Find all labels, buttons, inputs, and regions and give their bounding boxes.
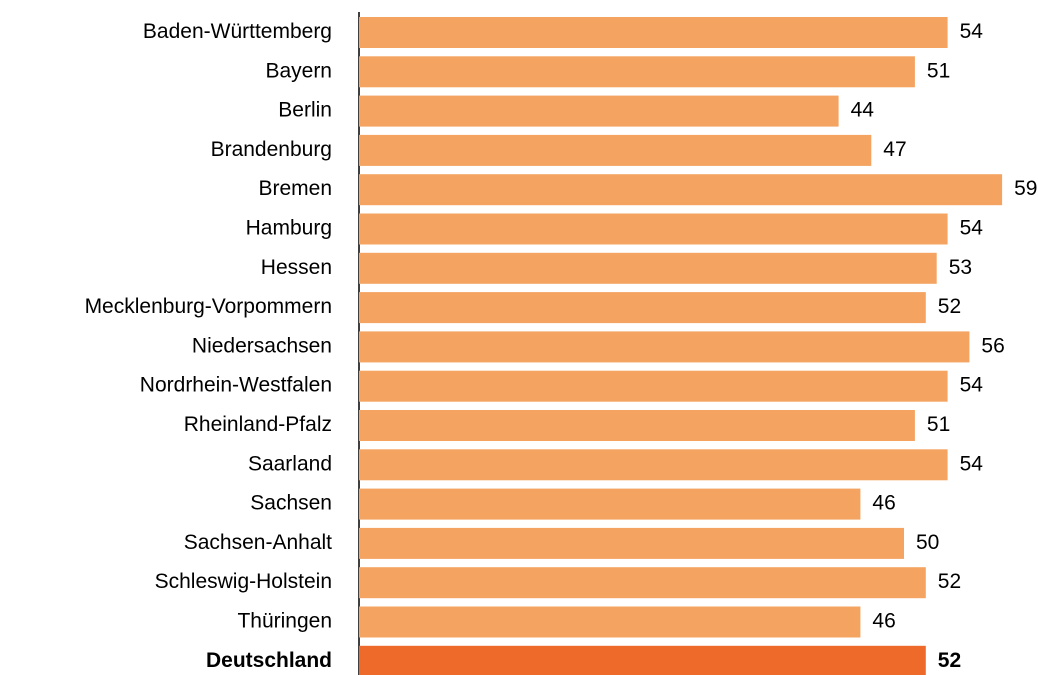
data-label: 54: [960, 20, 984, 43]
bar: [359, 449, 948, 481]
y-tick-label: Thüringen: [237, 610, 332, 633]
bar: [359, 292, 926, 324]
y-tick-label: Bayern: [265, 59, 332, 82]
bar: [359, 370, 948, 402]
bar: [359, 567, 926, 599]
data-label: 53: [949, 256, 972, 279]
bar: [359, 410, 915, 441]
bar: [359, 331, 970, 363]
bar: [359, 56, 915, 88]
bar: [359, 645, 926, 675]
y-tick-label: Schleswig-Holstein: [155, 570, 332, 593]
y-tick-label: Bremen: [258, 177, 332, 200]
bar: [359, 174, 1003, 206]
data-label: 47: [883, 138, 906, 161]
data-label: 51: [927, 59, 950, 82]
data-label: 46: [872, 610, 895, 633]
y-tick-label: Brandenburg: [211, 138, 332, 161]
data-label: 54: [960, 452, 984, 475]
y-tick-label: Sachsen-Anhalt: [184, 531, 332, 554]
y-tick-label: Mecklenburg-Vorpommern: [85, 295, 332, 318]
bar: [359, 527, 904, 559]
bar: [359, 606, 861, 638]
y-tick-label: Deutschland: [206, 649, 332, 672]
data-label: 46: [872, 492, 895, 515]
y-tick-label: Berlin: [278, 99, 332, 122]
y-tick-label: Rheinland-Pfalz: [184, 413, 332, 436]
data-label: 44: [851, 99, 875, 122]
data-label: 56: [981, 334, 1004, 357]
data-label: 52: [938, 649, 961, 672]
y-tick-label: Sachsen: [250, 492, 332, 515]
y-tick-label: Hessen: [261, 256, 332, 279]
data-label: 52: [938, 295, 961, 318]
bar: [359, 95, 839, 127]
bar: [359, 213, 948, 245]
data-label: 54: [960, 217, 984, 240]
data-label: 59: [1014, 177, 1037, 200]
y-tick-label: Baden-Württemberg: [143, 20, 332, 43]
data-label: 51: [927, 413, 950, 436]
data-label: 52: [938, 570, 961, 593]
data-label: 50: [916, 531, 939, 554]
bar: [359, 17, 948, 48]
y-tick-label: Hamburg: [246, 217, 332, 240]
y-tick-label: Nordrhein-Westfalen: [140, 374, 332, 397]
y-tick-label: Saarland: [248, 452, 332, 475]
bar: [359, 488, 861, 520]
data-label: 54: [960, 374, 984, 397]
y-tick-label: Niedersachsen: [192, 334, 332, 357]
bar: [359, 252, 937, 284]
bar: [359, 134, 872, 166]
